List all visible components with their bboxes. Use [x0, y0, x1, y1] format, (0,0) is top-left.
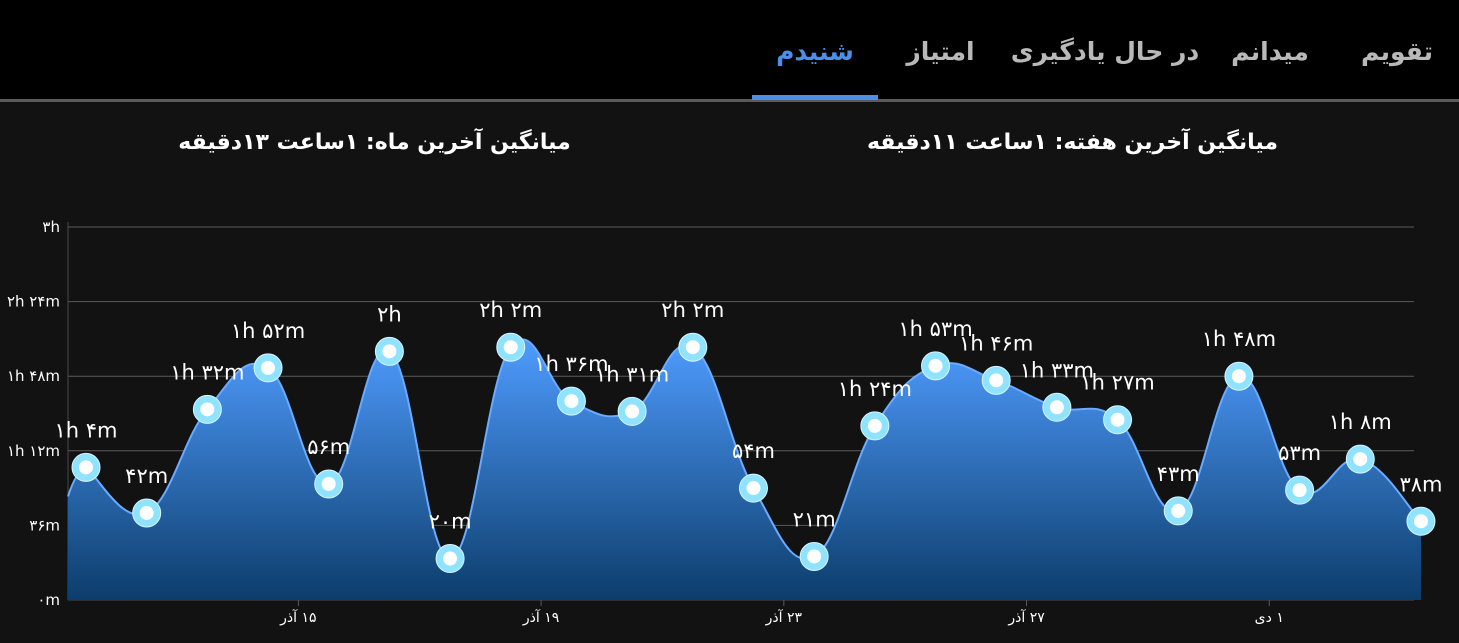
data-label: ۴۲m [125, 464, 168, 488]
data-point-center [867, 418, 882, 433]
data-point-center [503, 340, 518, 355]
data-point-center [1049, 400, 1064, 415]
data-point-center [200, 402, 215, 417]
data-label: ۳۸m [1399, 472, 1442, 496]
y-tick-label: ۳۶m [29, 516, 60, 534]
top-bar [0, 0, 1459, 99]
data-point-center [1171, 503, 1186, 518]
data-point-center [989, 373, 1004, 388]
data-label: ۵۳m [1278, 441, 1321, 465]
week-average-summary: میانگین آخرین هفته: ۱ساعت ۱۱دقیقه [866, 130, 1278, 155]
y-tick-label: ۱h ۱۲m [7, 442, 60, 460]
data-label: ۱h ۳۲m [170, 360, 244, 384]
y-tick-label: ۰m [37, 591, 60, 609]
data-label: ۲h ۲m [479, 298, 542, 322]
data-label: ۲h [377, 302, 402, 326]
data-point-center [1413, 514, 1428, 529]
tab-score[interactable]: امتیاز [906, 37, 975, 66]
x-tick-label: ۲۷ آذر [1007, 609, 1045, 626]
tab-learning[interactable]: در حال یادگیری [1010, 37, 1200, 66]
data-label: ۱h ۴m [55, 418, 118, 442]
data-point-center [1110, 412, 1125, 427]
data-point-center [139, 505, 154, 520]
tab-known[interactable]: میدانم [1231, 37, 1309, 66]
data-label: ۱h ۴۶m [959, 331, 1033, 355]
data-label: ۱h ۳۳m [1020, 358, 1094, 382]
data-point-center [564, 394, 579, 409]
month-average-summary: میانگین آخرین ماه: ۱ساعت ۱۳دقیقه [178, 130, 571, 155]
data-label: ۲۰m [429, 510, 472, 534]
x-tick-label: ۱ دی [1255, 610, 1284, 626]
data-point-center [321, 476, 336, 491]
x-tick-label: ۱۵ آذر [279, 609, 316, 626]
data-point-center [685, 340, 700, 355]
data-label: ۵۴m [732, 439, 775, 463]
data-point-center [1231, 369, 1246, 384]
data-point-center [261, 360, 276, 375]
data-point-center [746, 481, 761, 496]
data-label: ۱h ۳۶m [534, 352, 608, 376]
data-point-center [1353, 452, 1368, 467]
data-point-center [807, 549, 822, 564]
data-label: ۲۱m [793, 507, 836, 531]
data-label: ۱h ۳۱m [595, 362, 669, 386]
data-label: ۱h ۵۳m [898, 317, 972, 341]
tab-calendar[interactable]: تقویم [1360, 37, 1434, 66]
chart-area [68, 339, 1421, 600]
y-tick-label: ۳h [42, 218, 60, 236]
x-tick-label: ۲۳ آذر [765, 609, 803, 626]
listening-time-chart: ۰m ۳۶m ۱h ۱۲m ۱h ۴۸m ۲h ۲۴m ۳h ۱h ۴m ۴۲m ۱h ۳۲m… [7, 218, 1443, 626]
data-label: ۱h ۲۴m [838, 377, 912, 401]
top-bar-divider [0, 99, 1459, 102]
data-label: ۱h ۵۲m [231, 319, 305, 343]
data-label: ۱h ۲۷m [1080, 371, 1154, 395]
tab-heard[interactable]: شنیدم [776, 37, 854, 66]
y-tick-label: ۱h ۴۸m [7, 367, 60, 385]
data-point-center [443, 551, 458, 566]
data-point-center [1292, 483, 1307, 498]
data-label: ۱h ۴۸m [1202, 327, 1276, 351]
active-tab-indicator [752, 95, 878, 100]
data-label: ۲h ۲m [661, 298, 724, 322]
data-point-center [79, 460, 93, 475]
data-label: ۱h ۸m [1329, 410, 1392, 434]
data-label: ۴۳m [1157, 462, 1200, 486]
y-tick-label: ۲h ۲۴m [7, 293, 60, 311]
data-point-center [928, 358, 943, 373]
x-tick-label: ۱۹ آذر [522, 609, 559, 626]
data-point-center [382, 344, 397, 359]
data-point-center [625, 404, 640, 419]
data-label: ۵۶m [307, 435, 350, 459]
